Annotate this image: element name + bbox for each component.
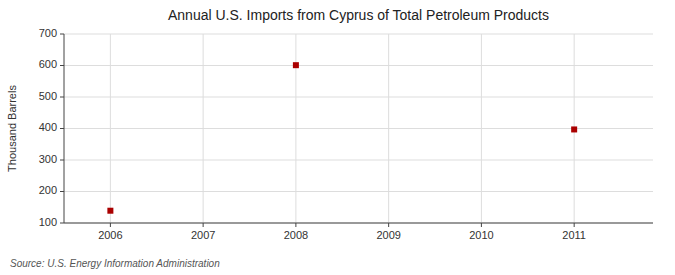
- y-grid-line: [64, 97, 653, 98]
- x-tick-label: 2007: [191, 229, 215, 241]
- x-tick: [574, 223, 575, 227]
- chart-container: 2006 2007 2008 2009 2010 2011 100 200 300 400 500 6…: [0, 0, 675, 275]
- x-axis-line: [64, 223, 653, 224]
- y-tick: [60, 191, 64, 192]
- y-axis-label: Thousand Barrels: [6, 85, 18, 172]
- y-tick: [60, 160, 64, 161]
- x-tick-label: 2006: [98, 229, 122, 241]
- source-annotation: Source: U.S. Energy Information Administ…: [10, 258, 220, 269]
- x-grid-line: [203, 34, 204, 223]
- x-tick: [203, 223, 204, 227]
- y-tick-label: 100: [39, 216, 57, 228]
- y-tick: [60, 128, 64, 129]
- x-tick: [110, 223, 111, 227]
- y-grid-line: [64, 160, 653, 161]
- y-grid-line: [64, 34, 653, 35]
- y-grid-line: [64, 65, 653, 66]
- points: [107, 62, 577, 214]
- x-tick-label: 2011: [562, 229, 586, 241]
- y-grid-line: [64, 191, 653, 192]
- y-tick-label: 600: [39, 58, 57, 70]
- title: Annual U.S. Imports from Cyprus of Total…: [168, 7, 549, 23]
- x-tick-label: 2008: [284, 229, 308, 241]
- point: [571, 126, 577, 132]
- x-tick: [295, 223, 296, 227]
- y-tick: [60, 223, 64, 224]
- x-tick: [481, 223, 482, 227]
- y-grid-line: [64, 223, 653, 224]
- y-tick-label: 300: [39, 153, 57, 165]
- y-tick-label: 400: [39, 121, 57, 133]
- x-grid-line: [481, 34, 482, 223]
- y-tick-label: 500: [39, 90, 57, 102]
- background: [0, 0, 675, 275]
- chart-svg: 2006 2007 2008 2009 2010 2011 100 200 300 400 500 6…: [0, 0, 675, 275]
- y-grid-line: [64, 128, 653, 129]
- point: [293, 62, 299, 68]
- grid: [64, 34, 653, 223]
- y-tick: [60, 34, 64, 35]
- point: [107, 208, 113, 214]
- x-tick-label: 2009: [376, 229, 400, 241]
- x-tick-label: 2010: [469, 229, 493, 241]
- y-tick-label: 700: [39, 27, 57, 39]
- y-tick-label: 200: [39, 184, 57, 196]
- x-grid-line: [388, 34, 389, 223]
- y-tick: [60, 97, 64, 98]
- x-tick: [388, 223, 389, 227]
- x-grid-line: [110, 34, 111, 223]
- y-tick: [60, 65, 64, 66]
